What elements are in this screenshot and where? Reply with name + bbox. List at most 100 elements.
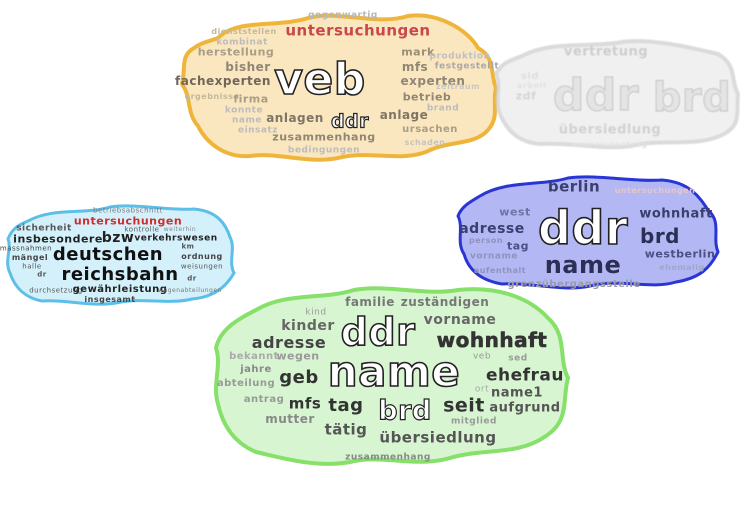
word-cloud-green: familie zuständigen kind kinder ddr vorn… <box>212 282 572 470</box>
word: west <box>499 205 531 219</box>
word: tag <box>328 395 364 416</box>
word: adresse <box>251 333 327 352</box>
word: kind <box>305 307 327 318</box>
word: abteilung <box>216 378 276 389</box>
word: brd <box>378 395 432 427</box>
cloud-shape <box>213 286 571 466</box>
word: dr <box>187 274 197 283</box>
word: fachexperten <box>175 74 271 88</box>
word: anlage <box>379 108 429 122</box>
word: ordnung <box>181 252 223 261</box>
word: insbesondere <box>13 232 103 246</box>
word: massnahmen <box>0 244 53 253</box>
word: reichsbahn <box>61 264 179 285</box>
cloud-shape <box>6 204 236 306</box>
word: brand <box>426 103 460 114</box>
word: bekannt <box>229 351 279 362</box>
word: name <box>232 115 262 126</box>
word: familie <box>345 295 395 309</box>
word: übersiedlung <box>379 428 497 447</box>
word: mfs <box>401 60 429 74</box>
cloud-shape <box>456 175 720 290</box>
word: einsatz <box>237 125 279 136</box>
word: name1 <box>491 385 543 401</box>
word: person <box>468 236 504 245</box>
word: kombinat <box>216 37 268 48</box>
word: ausreiseantrag <box>572 140 648 149</box>
word: untersuchungen <box>614 186 696 195</box>
word: mark <box>401 45 435 59</box>
word: veb <box>273 54 366 105</box>
word: ddr <box>340 310 416 354</box>
word: bzw <box>101 230 135 246</box>
word: veb <box>472 351 492 362</box>
word: seit <box>443 394 485 417</box>
word: weiterhin <box>163 226 197 233</box>
word: betriebsabschnitt <box>93 206 163 215</box>
word: westberlin <box>644 247 716 261</box>
word: wegen <box>276 349 320 363</box>
word: durchsetzung <box>29 286 83 295</box>
word: dr <box>37 270 47 279</box>
cloud-shape <box>493 39 741 150</box>
word-cloud-blue: berlin untersuchungen west wohnhaft adre… <box>450 174 722 294</box>
word: deutschen <box>52 244 164 265</box>
word: untersuchungen <box>73 214 183 228</box>
word: name <box>544 251 622 279</box>
word: jahre <box>240 364 272 375</box>
word: mutter <box>265 412 315 426</box>
word: ddr <box>330 110 370 133</box>
word: betrieb <box>402 90 452 104</box>
cloud-shape <box>179 13 499 162</box>
word: halle <box>22 262 42 271</box>
word: ddr <box>552 70 640 121</box>
word: aufgrund <box>489 400 561 416</box>
word: ursachen <box>402 124 458 135</box>
word: ehefrau <box>485 365 565 386</box>
word: tätig <box>324 420 368 439</box>
word: wagenabteilungen <box>158 287 222 294</box>
word: vorname <box>423 312 497 328</box>
word: anlagen <box>266 111 324 125</box>
word: produktion <box>429 51 491 62</box>
word: gegenwartig <box>308 10 378 21</box>
word: experten <box>400 74 466 88</box>
word: dienststellen <box>211 27 277 36</box>
word: arbeit <box>516 81 548 90</box>
word: antrag <box>243 394 285 405</box>
word: mfs <box>288 394 322 413</box>
word: grenzübergangsstelle <box>507 279 641 290</box>
word: bisher <box>225 60 271 74</box>
word: brd <box>640 224 680 248</box>
word: untersuchungen <box>285 21 431 40</box>
word: tag <box>506 239 530 253</box>
word: zusammenhang <box>272 130 376 144</box>
word: schaden <box>404 138 446 147</box>
word-cloud-lightblue: betriebsabschnitt untersuchungen sicherh… <box>0 203 236 307</box>
word: berlin <box>547 177 601 196</box>
word: konnte <box>224 105 264 116</box>
word: mitglied <box>451 416 497 427</box>
word: weisungen <box>180 262 224 271</box>
word: sicherheit <box>16 223 72 234</box>
word: zuständigen <box>400 295 490 309</box>
word: wohnhaft <box>639 206 713 222</box>
word: firma <box>233 92 269 106</box>
word: name <box>327 347 461 396</box>
word: adresse <box>459 221 525 237</box>
word: gewährleistung <box>72 284 168 295</box>
word: ort <box>474 384 490 395</box>
word: herstellung <box>197 45 275 59</box>
word: zusammenhang <box>345 452 431 463</box>
word: übersiedlung <box>558 122 662 138</box>
word: zdf <box>515 89 537 103</box>
word: ergebnisse <box>184 92 240 101</box>
word: wohnhaft <box>436 328 548 352</box>
word: kinder <box>281 318 335 334</box>
word: mängel <box>11 253 49 262</box>
word: zeitraum <box>435 82 481 91</box>
word: sed <box>508 353 528 364</box>
word: aufenthalt <box>473 266 527 275</box>
word: sid <box>520 71 540 82</box>
word: brd <box>652 75 732 121</box>
